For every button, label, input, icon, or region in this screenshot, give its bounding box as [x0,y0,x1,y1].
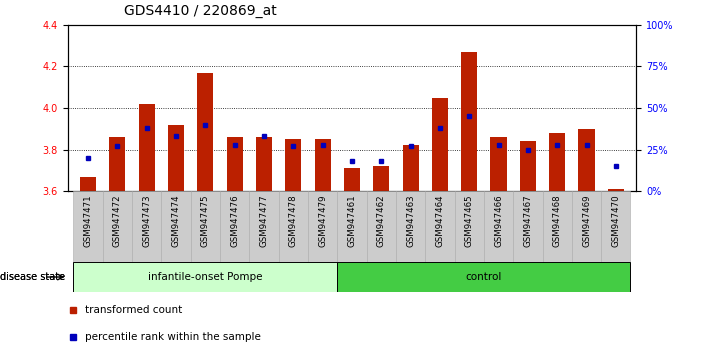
Bar [73,262,337,292]
FancyBboxPatch shape [250,191,279,262]
FancyBboxPatch shape [454,191,484,262]
FancyBboxPatch shape [161,191,191,262]
Text: GSM947471: GSM947471 [84,195,92,247]
Bar [402,145,419,191]
FancyBboxPatch shape [572,191,602,262]
Text: GSM947474: GSM947474 [171,195,181,247]
Bar [168,125,184,191]
FancyBboxPatch shape [542,191,572,262]
FancyBboxPatch shape [279,191,308,262]
Text: GSM947478: GSM947478 [289,195,298,247]
FancyBboxPatch shape [73,191,102,262]
Bar [520,141,536,191]
Bar [227,137,242,191]
Text: GSM947461: GSM947461 [348,195,356,247]
Text: GSM947477: GSM947477 [260,195,269,247]
FancyBboxPatch shape [102,191,132,262]
Bar [549,133,565,191]
Bar [80,177,96,191]
FancyBboxPatch shape [308,191,337,262]
FancyBboxPatch shape [484,191,513,262]
Text: GSM947463: GSM947463 [406,195,415,247]
Text: GSM947479: GSM947479 [318,195,327,247]
Bar [337,262,631,292]
Text: infantile-onset Pompe: infantile-onset Pompe [148,272,262,282]
Text: GSM947476: GSM947476 [230,195,239,247]
Bar [373,166,390,191]
Bar [608,189,624,191]
Text: GDS4410 / 220869_at: GDS4410 / 220869_at [124,4,277,18]
FancyBboxPatch shape [367,191,396,262]
Text: control: control [466,272,502,282]
Text: GSM947469: GSM947469 [582,195,591,247]
Bar [344,168,360,191]
Bar [579,129,594,191]
FancyBboxPatch shape [513,191,542,262]
Text: percentile rank within the sample: percentile rank within the sample [85,332,260,342]
Text: GSM947470: GSM947470 [611,195,620,247]
Text: GSM947465: GSM947465 [465,195,474,247]
Bar [285,139,301,191]
Bar [314,139,331,191]
Bar [139,104,155,191]
FancyBboxPatch shape [191,191,220,262]
Text: GSM947475: GSM947475 [201,195,210,247]
Text: GSM947468: GSM947468 [552,195,562,247]
Bar [197,73,213,191]
Text: GSM947467: GSM947467 [523,195,533,247]
Text: GSM947462: GSM947462 [377,195,386,247]
FancyBboxPatch shape [337,191,367,262]
FancyBboxPatch shape [220,191,250,262]
Bar [109,137,125,191]
Text: GSM947464: GSM947464 [435,195,444,247]
Text: GSM947473: GSM947473 [142,195,151,247]
Text: GSM947466: GSM947466 [494,195,503,247]
Text: transformed count: transformed count [85,305,182,315]
FancyBboxPatch shape [132,191,161,262]
Bar [256,137,272,191]
FancyBboxPatch shape [602,191,631,262]
Text: disease state: disease state [0,272,65,282]
Bar [491,137,507,191]
FancyBboxPatch shape [425,191,454,262]
Text: GSM947472: GSM947472 [113,195,122,247]
Bar [432,98,448,191]
Text: disease state: disease state [0,272,65,282]
FancyBboxPatch shape [396,191,425,262]
Bar [461,52,477,191]
